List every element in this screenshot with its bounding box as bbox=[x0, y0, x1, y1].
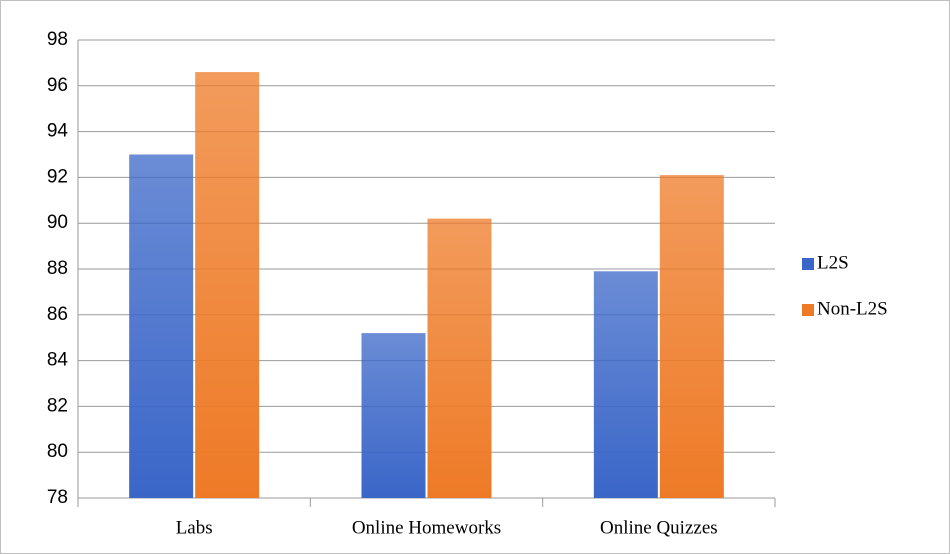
x-tick-label: Labs bbox=[176, 517, 213, 538]
y-tick-label: 82 bbox=[47, 395, 68, 416]
y-tick-label: 96 bbox=[47, 75, 68, 96]
bar bbox=[659, 175, 724, 499]
bar bbox=[361, 333, 426, 498]
y-tick-label: 78 bbox=[47, 487, 68, 508]
x-tick-label: Online Homeworks bbox=[352, 517, 501, 538]
bar bbox=[427, 218, 492, 498]
legend-label: Non-L2S bbox=[817, 298, 888, 319]
y-tick-label: 92 bbox=[47, 166, 68, 187]
bar bbox=[129, 154, 194, 498]
bar bbox=[195, 72, 260, 498]
y-tick-label: 84 bbox=[47, 350, 69, 371]
x-tick-label: Online Quizzes bbox=[600, 517, 718, 538]
bar bbox=[593, 271, 658, 498]
y-tick-label: 94 bbox=[47, 121, 69, 142]
y-tick-label: 80 bbox=[47, 441, 68, 462]
legend-swatch bbox=[802, 258, 814, 270]
y-tick-label: 90 bbox=[47, 212, 68, 233]
y-tick-label: 86 bbox=[47, 304, 68, 325]
legend-label: L2S bbox=[817, 252, 849, 273]
y-tick-label: 98 bbox=[47, 29, 68, 50]
legend-swatch bbox=[802, 304, 814, 316]
y-tick-label: 88 bbox=[47, 258, 68, 279]
